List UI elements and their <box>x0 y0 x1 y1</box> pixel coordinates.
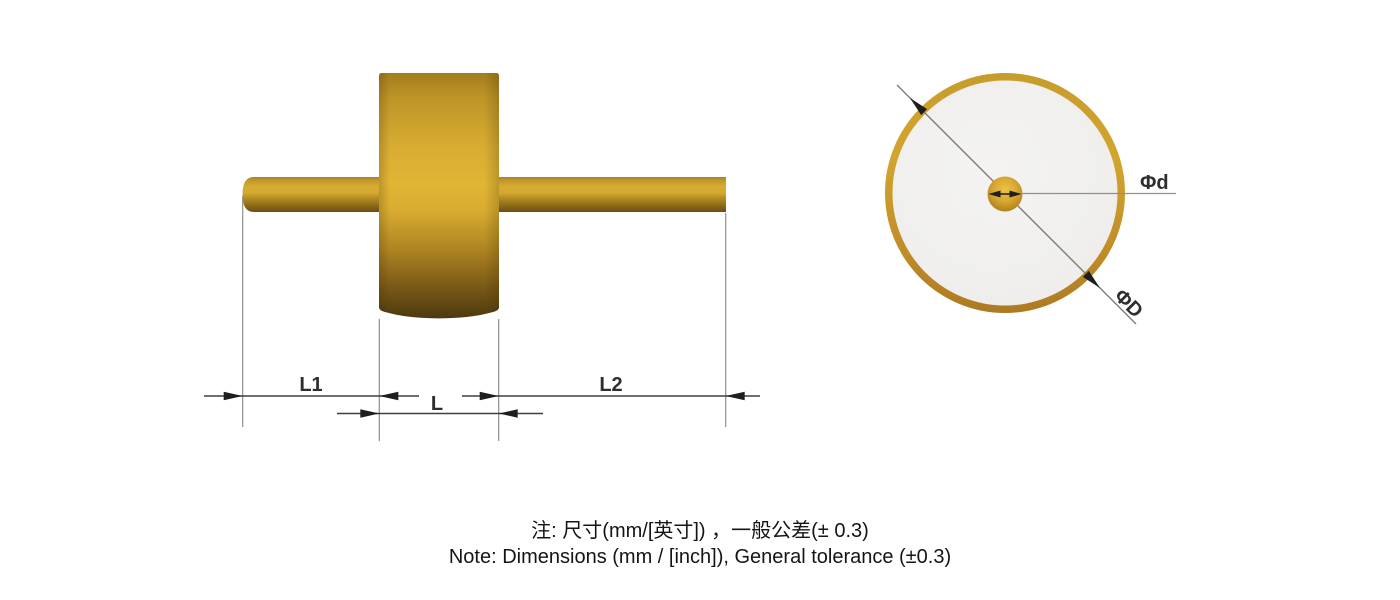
arrowhead-l1-left <box>223 391 243 401</box>
arrowhead-l-left <box>360 409 380 418</box>
arrowhead-l-right <box>498 409 518 418</box>
note-line-en: Note: Dimensions (mm / [inch]), General … <box>448 546 952 568</box>
arrowhead-l2-left <box>479 391 499 401</box>
body-shading-overlay <box>379 73 499 319</box>
arrowhead-phi-D-top <box>910 98 928 116</box>
end-view: Φd ΦD <box>885 73 1176 325</box>
note-line-zh: 注: 尺寸(mm/[英寸]) ，一般公差(± 0.3) <box>531 520 869 542</box>
label-phi-D: ΦD <box>1110 285 1147 322</box>
arrowhead-phi-d-left <box>988 190 1001 198</box>
arrowhead-l1-right <box>379 391 399 401</box>
label-l1: L1 <box>299 374 322 396</box>
arrowhead-l2-right <box>725 391 745 401</box>
label-phi-d: Φd <box>1140 172 1169 194</box>
arrowhead-phi-D-bottom <box>1082 270 1100 288</box>
arrowhead-phi-d-right <box>1009 190 1022 198</box>
side-view: L1 L L2 <box>204 73 760 441</box>
label-l2: L2 <box>599 374 622 396</box>
label-l: L <box>431 393 443 415</box>
